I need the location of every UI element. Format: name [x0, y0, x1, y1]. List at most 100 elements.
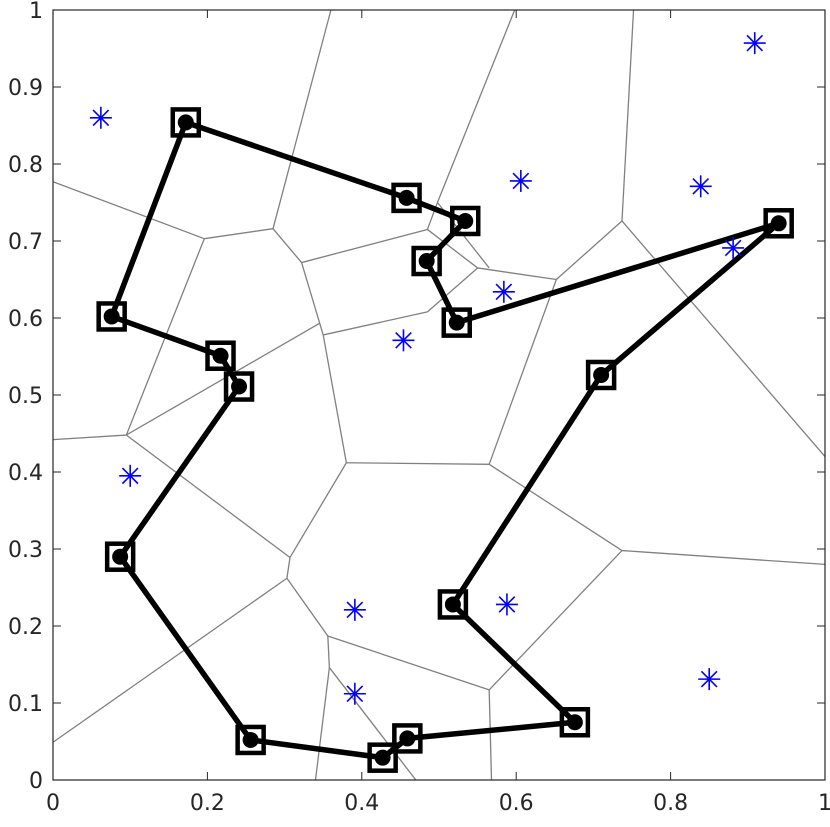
x-tick-label: 0.2	[190, 791, 225, 816]
route-point	[367, 742, 398, 773]
voronoi-edge	[322, 334, 347, 463]
voronoi-edge	[488, 689, 493, 781]
route-point-dot	[444, 596, 461, 613]
plot-frame	[52, 9, 826, 781]
asterisk-stroke	[692, 177, 710, 195]
route-point-square	[585, 359, 617, 391]
voronoi-edge	[286, 557, 291, 579]
route-point	[391, 182, 422, 214]
voronoi-edges	[52, 9, 826, 781]
y-tick-label: 0.4	[8, 461, 43, 486]
route-point	[559, 707, 591, 738]
voronoi-edge	[126, 322, 320, 436]
asterisk-stroke	[92, 109, 110, 127]
voronoi-edge	[52, 577, 288, 743]
asterisk-stroke	[495, 283, 513, 301]
asterisk-stroke	[346, 601, 364, 619]
asterisk-point	[495, 593, 518, 616]
y-tick-label: 0.7	[8, 230, 43, 255]
x-tick-label: 0.6	[499, 791, 534, 816]
route-point	[392, 723, 423, 754]
voronoi-edge	[327, 635, 490, 691]
asterisk-stroke	[700, 670, 718, 688]
route-point-dot	[177, 114, 194, 131]
asterisk-stroke	[346, 685, 364, 703]
voronoi-edge	[289, 462, 347, 558]
asterisk-point	[509, 169, 532, 192]
voronoi-edge	[621, 9, 635, 222]
voronoi-edge	[621, 220, 826, 458]
asterisk-stroke	[724, 239, 742, 257]
y-tick-label: 0.2	[8, 615, 43, 640]
x-tick-label: 0	[46, 791, 60, 816]
route-point	[104, 541, 136, 572]
voronoi-edge	[314, 667, 331, 781]
y-tick-label: 0.9	[8, 76, 43, 101]
route-point-square	[559, 707, 591, 738]
asterisk-point	[492, 280, 515, 303]
route-point	[585, 359, 617, 391]
route-point-square	[104, 541, 136, 572]
route-point	[170, 107, 202, 138]
route-point-square	[367, 742, 398, 773]
asterisk-points	[89, 32, 766, 705]
route-point-square	[391, 182, 422, 214]
asterisk-stroke	[512, 172, 530, 190]
route-point	[205, 340, 236, 371]
route-point-dot	[457, 212, 474, 229]
route-point-dot	[374, 749, 391, 766]
route-point-dot	[448, 314, 465, 331]
route-point-square	[449, 205, 481, 237]
voronoi-edge	[323, 311, 428, 336]
route-point-dot	[103, 308, 120, 325]
asterisk-stroke	[395, 331, 412, 349]
voronoi-edge	[286, 577, 329, 637]
asterisk-stroke	[498, 596, 516, 613]
route-point-square	[205, 340, 236, 371]
route-points	[96, 107, 794, 773]
route-point-square	[170, 107, 202, 138]
route-point	[411, 245, 442, 277]
route-point-square	[763, 208, 794, 239]
route-point	[223, 371, 255, 402]
asterisk-point	[392, 329, 415, 352]
route-line	[108, 119, 782, 761]
voronoi-edge	[488, 550, 623, 691]
route-point-dot	[231, 378, 248, 395]
route-point-square	[441, 307, 473, 338]
y-tick-label: 0.8	[8, 153, 43, 178]
route-point	[449, 205, 481, 237]
route-point-dot	[593, 366, 610, 383]
route-point-dot	[418, 253, 435, 270]
route-point-dot	[399, 730, 416, 747]
voronoi-edge	[204, 228, 274, 240]
route-point	[441, 307, 473, 338]
x-tick-label: 0.8	[653, 791, 688, 816]
voronoi-edge	[272, 228, 303, 263]
route-point-square	[437, 589, 469, 620]
y-tick-label: 1	[29, 0, 43, 24]
asterisk-stroke	[746, 34, 764, 52]
asterisk-point	[698, 668, 721, 691]
route-point-square	[392, 723, 423, 754]
voronoi-edge	[488, 463, 623, 552]
route-path	[108, 119, 782, 761]
axes: 0 0.2 0.4 0.6 0.8 1 0 0.1 0.2 0.3 0.4 0.5 0.6 0.7 0.8 0…	[8, 0, 830, 816]
route-point-dot	[212, 347, 229, 364]
voronoi-edge	[272, 9, 332, 229]
route-point-dot	[112, 548, 129, 565]
route-point	[96, 301, 127, 332]
route-point-dot	[566, 714, 583, 731]
x-tick-label: 1	[818, 791, 830, 816]
route-point-dot	[770, 215, 787, 232]
voronoi-edge	[555, 220, 623, 280]
y-tick-label: 0	[29, 769, 43, 794]
asterisk-point	[343, 682, 366, 705]
route-point-square	[411, 245, 442, 277]
asterisk-point	[743, 32, 766, 55]
asterisk-point	[722, 236, 745, 259]
voronoi-edge	[621, 549, 826, 566]
voronoi-edge	[328, 667, 417, 781]
asterisk-point	[89, 106, 112, 129]
